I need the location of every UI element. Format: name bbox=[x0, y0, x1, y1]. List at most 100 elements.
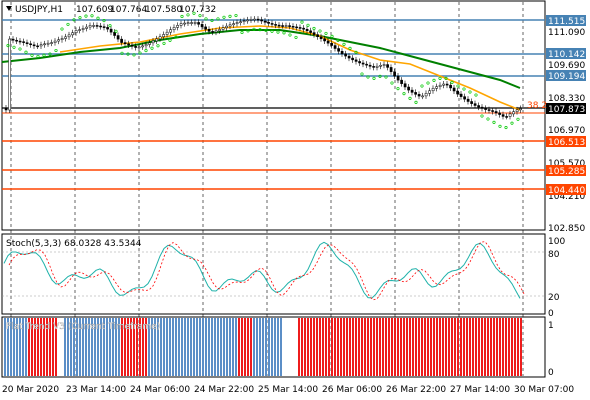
candle-body bbox=[88, 25, 92, 28]
psar-dot bbox=[450, 80, 454, 84]
psar-dot bbox=[216, 17, 220, 21]
flat-trend-bar bbox=[73, 318, 75, 376]
candle-body bbox=[134, 46, 137, 48]
axis-label: 108.330 bbox=[548, 94, 585, 104]
flat-trend-bar bbox=[139, 318, 141, 376]
candle-body bbox=[92, 25, 95, 27]
psar-dot bbox=[210, 18, 214, 23]
flat-trend-bar bbox=[166, 318, 168, 376]
psar-dot bbox=[360, 72, 364, 76]
candle-body bbox=[379, 64, 382, 67]
flat-trend-bar bbox=[238, 318, 240, 376]
candle-body bbox=[113, 31, 116, 36]
price-panel[interactable] bbox=[1, 0, 546, 231]
flat-trend-bar bbox=[223, 318, 225, 376]
flat-trend-bar bbox=[211, 318, 213, 376]
candle-body bbox=[25, 42, 29, 44]
candle-body bbox=[239, 21, 242, 23]
dropdown-arrow-icon[interactable] bbox=[6, 6, 12, 11]
candle-body bbox=[519, 108, 522, 111]
candle-body bbox=[330, 42, 333, 46]
flat-trend-bar bbox=[124, 318, 126, 376]
psar-dot bbox=[276, 30, 280, 34]
candle-body bbox=[232, 23, 235, 26]
flat-trend-bar bbox=[490, 318, 492, 376]
flat-trend-bar bbox=[439, 318, 441, 376]
candle-body bbox=[81, 28, 85, 30]
time-axis[interactable]: 20 Mar 2020 23 Mar 14:00 24 Mar 06:00 24… bbox=[2, 385, 574, 395]
candle-body bbox=[186, 22, 190, 24]
stoch-axis-label: 80 bbox=[548, 250, 560, 260]
flat-trend-bar bbox=[406, 318, 408, 376]
psar-dot bbox=[498, 124, 502, 128]
candle-body bbox=[505, 116, 508, 118]
candle-body bbox=[487, 109, 491, 111]
psar-dot bbox=[372, 76, 376, 80]
candle-body bbox=[263, 20, 267, 23]
flat-trend-bar bbox=[349, 318, 351, 376]
time-label: 30 Mar 07:00 bbox=[514, 385, 574, 395]
psar-dot bbox=[132, 53, 136, 57]
flat-trend-bar bbox=[229, 318, 231, 376]
current-price-tag: 107.873 bbox=[546, 103, 586, 115]
time-label: 23 Mar 14:00 bbox=[66, 385, 126, 395]
flat-trend-bar bbox=[469, 318, 471, 376]
flat-trend-bar bbox=[145, 318, 147, 376]
flat-trend-bar bbox=[424, 318, 426, 376]
flat-trend-bar bbox=[100, 318, 102, 376]
psar-dot bbox=[36, 54, 40, 58]
psar-dot bbox=[54, 48, 58, 53]
candle-body bbox=[351, 57, 354, 61]
flat-trend-bar bbox=[472, 318, 474, 376]
stochastic-title: Stoch(5,3,3) 68.0328 43.5344 bbox=[6, 239, 142, 249]
flat-trend-bar bbox=[85, 318, 87, 376]
svg-text:105.285: 105.285 bbox=[548, 167, 585, 177]
flat-trend-bar bbox=[415, 318, 417, 376]
candle-body bbox=[403, 83, 407, 88]
time-label: 24 Mar 06:00 bbox=[130, 385, 190, 395]
psar-dot bbox=[510, 121, 514, 125]
psar-dot bbox=[6, 44, 10, 48]
psar-dot bbox=[444, 76, 448, 80]
candle-body bbox=[477, 105, 480, 108]
candle-body bbox=[39, 44, 43, 47]
candle-body bbox=[435, 86, 438, 89]
flat-trend-bar bbox=[115, 318, 117, 376]
candle-body bbox=[235, 22, 239, 24]
candle-body bbox=[396, 75, 400, 81]
flat-trend-bar bbox=[397, 318, 399, 376]
candle-body bbox=[365, 63, 368, 66]
psar-dot bbox=[330, 34, 334, 38]
flat-trend-bar bbox=[91, 318, 93, 376]
candle-body bbox=[46, 42, 50, 45]
candle-body bbox=[386, 64, 389, 68]
flat-trend-bar bbox=[55, 318, 57, 376]
candle-body bbox=[407, 86, 410, 91]
price-axis[interactable]: 111.090 109.690 108.330 106.970 105.570 … bbox=[548, 28, 585, 234]
flat-trend-bar bbox=[517, 318, 519, 376]
flat-trend-bar bbox=[19, 318, 21, 376]
axis-label: 111.090 bbox=[548, 28, 585, 38]
level-tag: 110.142 bbox=[546, 48, 586, 60]
psar-dot bbox=[282, 31, 286, 35]
psar-dot bbox=[396, 87, 400, 91]
candle-body bbox=[74, 30, 78, 34]
flat-trend-bar bbox=[217, 318, 219, 376]
flat-trend-bar bbox=[430, 318, 432, 376]
psar-dot bbox=[318, 29, 322, 33]
candle-body bbox=[501, 114, 505, 117]
stoch-main-line bbox=[3, 241, 521, 299]
level-tag: 109.194 bbox=[546, 70, 586, 82]
flat-trend-bar bbox=[484, 318, 486, 376]
flat-trend-bar bbox=[76, 318, 78, 376]
psar-dot bbox=[234, 13, 238, 18]
psar-dot bbox=[336, 38, 340, 42]
flat-trend-bar bbox=[22, 318, 24, 376]
candle-body bbox=[372, 66, 375, 68]
candle-body bbox=[295, 26, 298, 29]
axis-label: 104.210 bbox=[548, 192, 585, 202]
candle-body bbox=[473, 103, 477, 106]
ohlc-open: 107.609 bbox=[76, 5, 113, 15]
level-tag: 104.440 bbox=[546, 184, 586, 196]
